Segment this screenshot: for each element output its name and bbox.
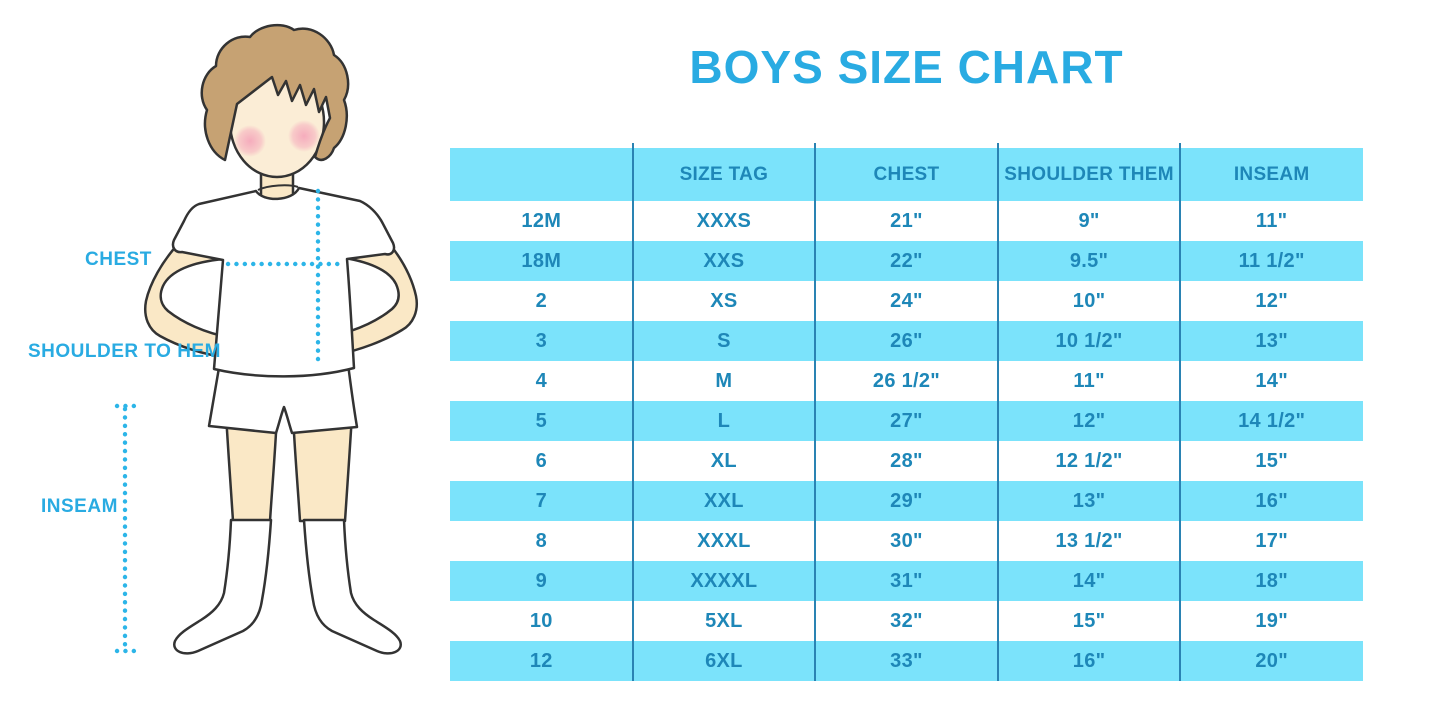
- table-cell: 24": [890, 289, 923, 312]
- table-cell: 18": [1255, 569, 1289, 592]
- table-cell: XL: [710, 449, 737, 472]
- table-cell: L: [717, 409, 731, 432]
- table-header-row: SIZE TAG CHEST SHOULDER THEM INSEAM: [450, 148, 1363, 201]
- table-cell: 14": [1072, 569, 1106, 592]
- table-cell: 12 1/2": [1055, 449, 1123, 472]
- table-row: 2 XS 24" 10" 12": [450, 281, 1363, 321]
- table-header-cell-inseam: INSEAM: [1233, 163, 1310, 185]
- table-cell: 20": [1255, 649, 1289, 672]
- table-cell: 26 1/2": [872, 369, 941, 392]
- table-cell: 32": [890, 609, 923, 632]
- table-cell: 12": [1255, 289, 1289, 312]
- table-cell: 10": [1072, 289, 1106, 312]
- table-cell: 12: [529, 649, 553, 672]
- column-divider: [996, 143, 999, 681]
- table-header-cell-chest: CHEST: [873, 163, 940, 185]
- table-cell: 11 1/2": [1238, 249, 1305, 272]
- table-cell: 16": [1072, 649, 1106, 672]
- table-cell: 22": [890, 249, 923, 272]
- right-cheek: [288, 120, 320, 152]
- shoulder-to-hem-label: SHOULDER TO HEM: [28, 341, 221, 362]
- table-row: 4 M 26 1/2" 11" 14": [450, 361, 1363, 401]
- table-cell: 5XL: [705, 609, 743, 632]
- table-cell: XS: [710, 289, 738, 312]
- table-cell: 16": [1255, 489, 1289, 512]
- table-cell: 21": [890, 209, 923, 232]
- table-cell: 6XL: [705, 649, 743, 672]
- table-cell: 12M: [521, 209, 562, 232]
- table-row: 6 XL 28" 12 1/2" 15": [450, 441, 1363, 481]
- table-cell: XXL: [703, 489, 744, 512]
- table-cell: S: [717, 329, 731, 352]
- column-divider: [814, 143, 817, 681]
- table-row: 12M XXXS 21" 9" 11": [450, 201, 1363, 241]
- table-cell: 9": [1078, 209, 1100, 232]
- table-cell: 19": [1255, 609, 1289, 632]
- size-table: SIZE TAG CHEST SHOULDER THEM INSEAM 12M X…: [450, 143, 1363, 681]
- table-cell: 12": [1072, 409, 1106, 432]
- table-cell: XXXXL: [690, 569, 758, 592]
- left-cheek: [234, 125, 266, 157]
- table-row: 7 XXL 29" 13" 16": [450, 481, 1363, 521]
- table-cell: 5: [535, 409, 548, 432]
- table-cell: XXXS: [696, 209, 752, 232]
- table-cell: 28": [890, 449, 923, 472]
- table-cell: 7: [535, 489, 548, 512]
- table-cell: 15": [1255, 449, 1289, 472]
- boy-measurement-diagram: CHEST SHOULDER TO HEM INSEAM: [0, 0, 450, 723]
- table-cell: 15": [1072, 609, 1106, 632]
- table-row: 10 5XL 32" 15" 19": [450, 601, 1363, 641]
- table-cell: 4: [535, 369, 548, 392]
- table-cell: 8: [535, 529, 548, 552]
- table-cell: 14 1/2": [1238, 409, 1306, 432]
- inseam-label: INSEAM: [41, 496, 118, 517]
- page-title: BOYS SIZE CHART: [689, 41, 1124, 93]
- t-shirt: [171, 186, 396, 378]
- boy-illustration: [114, 23, 418, 655]
- left-sock: [173, 518, 273, 655]
- table-cell: 13": [1255, 329, 1289, 352]
- table-cell: XXS: [703, 249, 745, 272]
- chest-label: CHEST: [85, 249, 152, 270]
- table-cell: 31": [890, 569, 923, 592]
- table-cell: 14": [1255, 369, 1289, 392]
- table-cell: 18M: [521, 249, 562, 272]
- table-cell: 10: [529, 609, 553, 632]
- table-cell: M: [715, 369, 733, 392]
- table-cell: 9.5": [1069, 249, 1109, 272]
- table-header-cell-size-tag: SIZE TAG: [679, 163, 769, 185]
- table-cell: 10 1/2": [1055, 329, 1123, 352]
- table-cell: 2: [535, 289, 548, 312]
- table-cell: 13": [1072, 489, 1106, 512]
- table-row: 5 L 27" 12" 14 1/2": [450, 401, 1363, 441]
- column-divider: [631, 143, 634, 681]
- table-row: 3 S 26" 10 1/2" 13": [450, 321, 1363, 361]
- table-row: 18M XXS 22" 9.5" 11 1/2": [450, 241, 1363, 281]
- table-cell: 17": [1255, 529, 1289, 552]
- table-cell: 30": [890, 529, 923, 552]
- table-cell: 26": [890, 329, 923, 352]
- table-cell: 13 1/2": [1055, 529, 1123, 552]
- table-row: 9 XXXXL 31" 14" 18": [450, 561, 1363, 601]
- table-cell: 33": [890, 649, 923, 672]
- table-cell: 3: [535, 329, 548, 352]
- table-row: 12 6XL 33" 16" 20": [450, 641, 1363, 681]
- size-table-body: 12M XXXS 21" 9" 11" 18M XXS 22" 9.5" 11 1/2" 2 XS 24…: [450, 201, 1363, 681]
- table-cell: 6: [535, 449, 548, 472]
- hair: [200, 23, 350, 162]
- right-sock: [302, 518, 402, 655]
- table-cell: XXXL: [697, 529, 751, 552]
- table-cell: 11": [1073, 369, 1105, 392]
- column-divider: [1179, 143, 1182, 681]
- table-header-cell-shoulder: SHOULDER THEM: [1004, 163, 1174, 185]
- table-cell: 29": [890, 489, 923, 512]
- collar-line: [257, 184, 299, 191]
- table-cell: 11": [1255, 209, 1288, 232]
- table-cell: 27": [890, 409, 923, 432]
- table-row: 8 XXXL 30" 13 1/2" 17": [450, 521, 1363, 561]
- table-cell: 9: [535, 569, 548, 592]
